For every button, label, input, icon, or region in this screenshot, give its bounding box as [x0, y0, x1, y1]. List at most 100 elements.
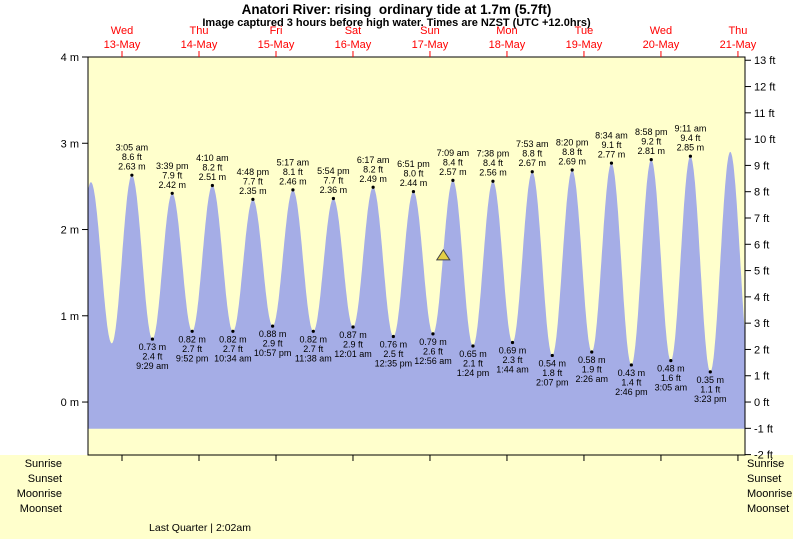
high-tide-label: 9:11 am 9.4 ft 2.85 m [674, 124, 706, 153]
high-tide-label-line: 3:39 pm [156, 161, 189, 171]
high-tide-label-line: 8:34 am [595, 131, 628, 141]
high-tide-label-line: 8.2 ft [202, 163, 223, 173]
low-tide-dot [150, 337, 155, 341]
low-tide-label-line: 1.4 ft [621, 377, 642, 387]
low-tide-label-line: 0.58 m [578, 355, 606, 365]
low-tide-dot [669, 359, 673, 363]
high-tide-label-line: 7.9 ft [162, 170, 183, 180]
day-date-label: 17-May [412, 39, 449, 51]
low-tide-label-line: 0.87 m [339, 330, 367, 340]
low-tide-label-line: 0.82 m [178, 334, 206, 344]
low-tide-dot [629, 363, 633, 367]
high-tide-label: 4:10 am 8.2 ft 2.51 m [196, 153, 229, 182]
footer-strip [0, 455, 793, 539]
high-tide-label-line: 5:54 pm [317, 166, 350, 176]
feet-axis-label: 0 ft [754, 397, 769, 409]
high-tide-label-line: 8.6 ft [122, 152, 143, 162]
day-date-label: 20-May [643, 39, 680, 51]
high-tide-label-line: 4:10 am [196, 153, 229, 163]
low-tide-label-line: 2:46 pm [615, 387, 648, 397]
low-tide-label-line: 0.69 m [499, 346, 527, 356]
low-tide-label-line: 9:29 am [136, 361, 169, 371]
day-name-label: Wed [111, 25, 133, 37]
moon-phase-label: Last Quarter | 2:02am [149, 522, 251, 534]
high-tide-label-line: 2.56 m [479, 168, 507, 178]
high-tide-label: 4:48 pm 7.7 ft 2.35 m [237, 167, 270, 196]
high-tide-label-line: 2.44 m [400, 178, 428, 188]
high-tide-label-line: 8.8 ft [522, 149, 543, 159]
high-tide-dot [251, 197, 255, 201]
day-name-label: Sat [345, 25, 362, 37]
high-tide-label-line: 2.67 m [518, 158, 546, 168]
low-tide-label-line: 11:38 am [295, 353, 332, 363]
feet-axis-label: 10 ft [754, 134, 775, 146]
low-tide-label-line: 2.7 ft [182, 344, 203, 354]
low-tide-label-line: 0.88 m [259, 329, 287, 339]
high-tide-label-line: 2.57 m [439, 167, 467, 177]
high-tide-dot [530, 170, 534, 174]
high-tide-label-line: 8.0 ft [403, 169, 424, 179]
high-tide-label-line: 8:58 pm [635, 127, 668, 137]
low-tide-label-line: 0.35 m [697, 375, 725, 385]
low-tide-label-line: 0.82 m [300, 334, 328, 344]
low-tide-dot [550, 353, 554, 358]
low-tide-label-line: 1:24 pm [457, 368, 490, 378]
feet-axis-label: 3 ft [754, 318, 769, 330]
high-tide-label-line: 6:17 am [357, 155, 390, 165]
high-tide-label-line: 9.1 ft [601, 140, 622, 150]
low-tide-label: 0.79 m 2.6 ft 12:56 am [414, 337, 452, 366]
feet-axis-label: 11 ft [754, 108, 775, 120]
low-tide-label-line: 2.9 ft [263, 339, 284, 349]
high-tide-label-line: 5:17 am [277, 157, 310, 167]
chart-subtitle: Image captured 3 hours before high water… [202, 17, 591, 29]
low-tide-label-line: 0.76 m [380, 339, 408, 349]
day-name-label: Thu [728, 25, 747, 37]
feet-axis-label: 4 ft [754, 292, 769, 304]
low-tide-label-line: 3:23 pm [694, 394, 727, 404]
feet-axis-label: -2 ft [754, 450, 773, 462]
high-tide-label-line: 2.77 m [598, 150, 626, 160]
tide-curve [88, 151, 745, 429]
moonset-label: Moonset [19, 503, 62, 515]
day-name-label: Tue [575, 25, 594, 37]
high-tide-dot [688, 154, 692, 158]
low-tide-label: 0.65 m 2.1 ft 1:24 pm [457, 349, 490, 378]
high-tide-label-line: 9.4 ft [680, 133, 701, 143]
high-tide-dot [609, 161, 614, 165]
high-tide-label: 5:54 pm 7.7 ft 2.36 m [317, 166, 350, 195]
low-tide-label-line: 10:34 am [214, 353, 252, 363]
feet-axis-label: 1 ft [754, 371, 769, 383]
low-tide-label-line: 1:44 am [496, 365, 529, 375]
low-tide-label: 0.54 m 1.8 ft 2:07 pm [536, 358, 569, 387]
high-tide-label-line: 9.2 ft [641, 137, 662, 147]
high-tide-label: 7:09 am 8.4 ft 2.57 m [437, 148, 470, 177]
day-date-label: 13-May [104, 39, 141, 51]
high-tide-dot [491, 179, 495, 183]
high-tide-label-line: 3:05 am [116, 143, 149, 153]
day-name-label: Fri [270, 25, 283, 37]
low-tide-label-line: 0.43 m [618, 368, 646, 378]
sunrise-label: Sunrise [24, 458, 62, 470]
low-tide-label-line: 12:35 pm [375, 358, 413, 368]
low-tide-dot [391, 334, 395, 339]
high-tide-label: 8:20 pm 8.8 ft 2.69 m [556, 137, 589, 166]
low-tide-label: 0.73 m 2.4 ft 9:29 am [136, 342, 169, 371]
low-tide-label-line: 12:01 am [334, 349, 372, 359]
day-name-label: Thu [190, 25, 209, 37]
high-tide-dot [371, 185, 375, 189]
low-tide-label-line: 0.82 m [219, 334, 247, 344]
high-tide-label-line: 2.85 m [677, 143, 705, 153]
low-tide-label-line: 0.54 m [539, 358, 567, 368]
metre-axis-label: 1 m [61, 311, 79, 323]
high-tide-label-line: 2.36 m [320, 185, 348, 195]
feet-axis-label: 6 ft [754, 239, 769, 251]
low-tide-label: 0.76 m 2.5 ft 12:35 pm [375, 339, 413, 368]
metre-axis-label: 3 m [61, 138, 79, 150]
low-tide-label-line: 2.6 ft [423, 346, 444, 356]
day-name-label: Mon [496, 25, 517, 37]
low-tide-label: 0.35 m 1.1 ft 3:23 pm [694, 375, 727, 404]
low-tide-label: 0.58 m 1.9 ft 2:26 am [575, 355, 608, 384]
high-tide-dot [570, 168, 574, 172]
high-tide-label-line: 2.63 m [118, 162, 146, 172]
day-date-label: 15-May [258, 39, 295, 51]
